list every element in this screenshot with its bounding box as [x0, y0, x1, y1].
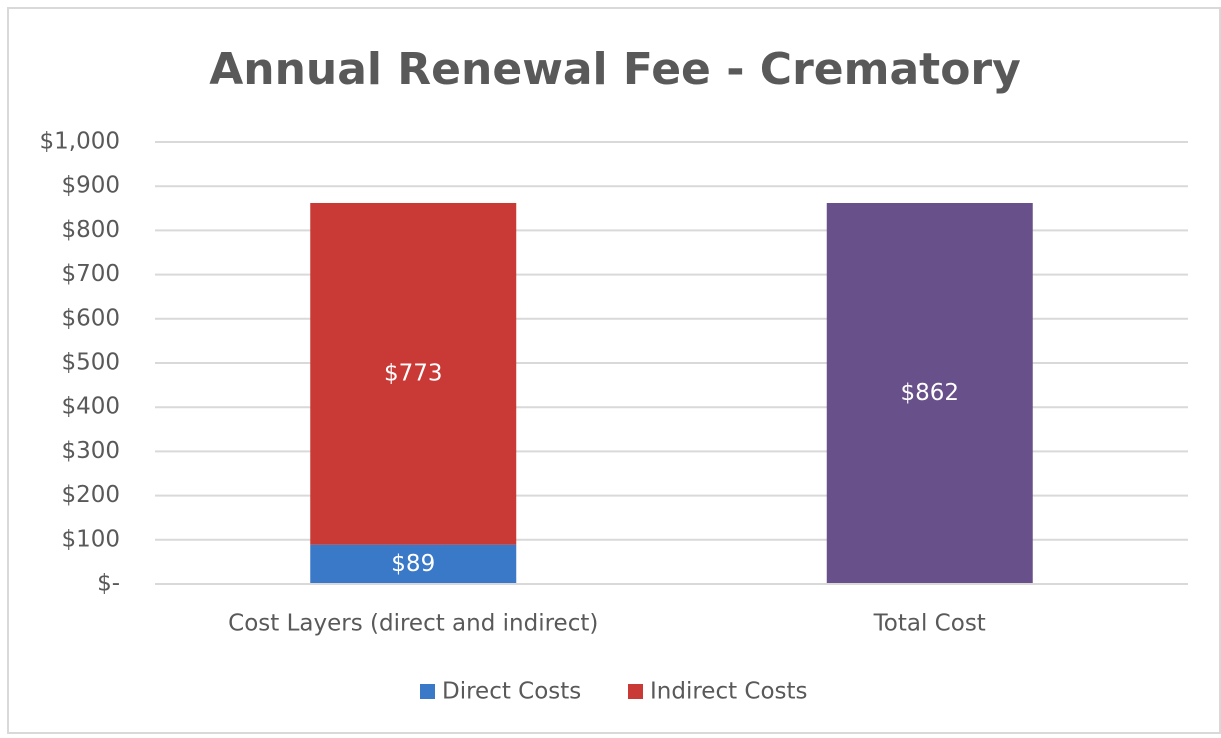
x-tick-label: Cost Layers (direct and indirect): [228, 611, 598, 637]
y-tick-label: $700: [61, 261, 120, 287]
legend-label: Indirect Costs: [650, 679, 808, 705]
legend-swatch: [420, 684, 435, 699]
bar-segment: [826, 202, 1033, 584]
y-tick-label: $200: [61, 482, 120, 508]
legend-swatch: [628, 684, 643, 699]
y-tick-label: $100: [61, 526, 120, 552]
legend-label: Direct Costs: [442, 679, 581, 705]
chart-frame: [7, 7, 1221, 734]
data-label: $89: [391, 551, 435, 577]
y-tick-label: $-: [97, 571, 120, 597]
y-tick-label: $1,000: [40, 129, 120, 155]
data-label: $773: [384, 360, 443, 386]
chart-title: Annual Renewal Fee - Crematory: [209, 44, 1021, 95]
data-label: $862: [900, 380, 959, 406]
bar-segment: [310, 544, 517, 584]
bar-segment: [310, 202, 517, 545]
y-tick-label: $600: [61, 305, 120, 331]
x-tick-label: Total Cost: [873, 611, 986, 637]
y-tick-label: $500: [61, 350, 120, 376]
y-tick-label: $900: [61, 173, 120, 199]
y-tick-label: $800: [61, 217, 120, 243]
y-tick-label: $300: [61, 438, 120, 464]
y-tick-label: $400: [61, 394, 120, 420]
